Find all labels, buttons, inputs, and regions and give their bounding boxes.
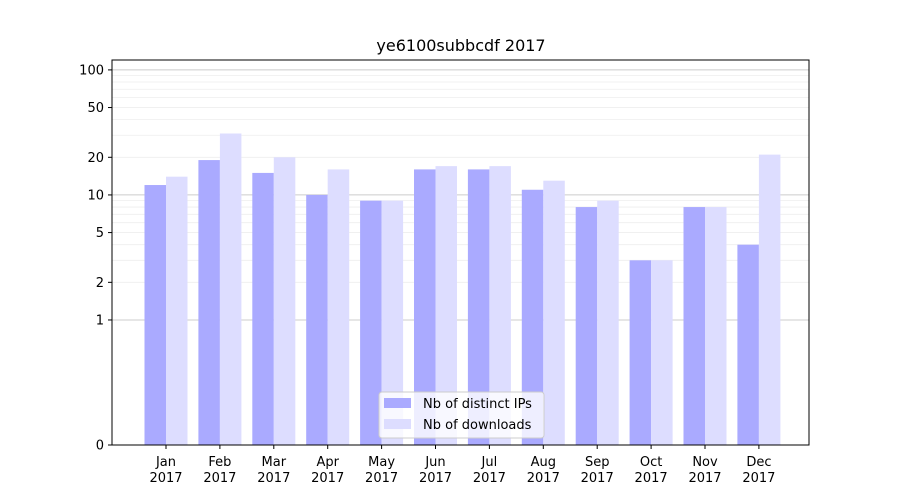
y-tick-label: 100 (79, 63, 104, 78)
bar-ips (521, 189, 544, 445)
y-tick-label: 5 (96, 226, 104, 241)
bar-ips (629, 260, 652, 445)
y-tick-label: 10 (87, 188, 104, 203)
x-tick-label-month: Dec (746, 455, 771, 470)
x-tick-label-year: 2017 (635, 471, 668, 486)
bar-ips (252, 172, 274, 445)
legend-swatch-ips (384, 398, 411, 408)
legend-label-ips: Nb of distinct IPs (423, 397, 532, 412)
x-tick-label-month: Feb (208, 455, 231, 470)
x-tick-label-year: 2017 (742, 471, 775, 486)
x-tick-label-month: Nov (692, 455, 718, 470)
bar-ips (144, 185, 166, 445)
x-tick-label-month: Mar (262, 455, 287, 470)
y-tick-label: 50 (87, 101, 104, 116)
x-tick-label-year: 2017 (311, 471, 344, 486)
x-tick-label-month: Apr (316, 455, 339, 470)
x-tick-label-year: 2017 (581, 471, 614, 486)
chart-title: ye6100subbcdf 2017 (376, 36, 545, 55)
x-tick-label-month: Aug (531, 455, 556, 470)
bar-ips (737, 244, 759, 445)
bar-ips (467, 169, 490, 445)
bar-downloads (489, 166, 511, 445)
legend: Nb of distinct IPs Nb of downloads (378, 391, 545, 439)
bar-ips (683, 207, 705, 445)
x-tick-label-month: Sep (585, 455, 610, 470)
x-tick-label-year: 2017 (257, 471, 290, 486)
bar-ips (360, 200, 382, 445)
legend-swatch-downloads (384, 419, 411, 429)
bar-downloads (758, 154, 781, 446)
legend-label-downloads: Nb of downloads (423, 418, 532, 433)
bar-ips (414, 169, 436, 445)
x-tick-label-year: 2017 (419, 471, 452, 486)
x-tick-label-month: Oct (640, 455, 662, 470)
y-axis: 0 1 2 5 10 20 50 100 (79, 63, 112, 454)
bar-downloads (327, 169, 350, 445)
bar-downloads (543, 180, 565, 445)
bars-layer (144, 133, 781, 446)
bar-ips (198, 160, 220, 445)
x-axis: Jan2017Feb2017Mar2017Apr2017May2017Jun20… (149, 445, 775, 486)
x-tick-label-month: May (368, 455, 395, 470)
bar-downloads (435, 166, 457, 445)
bar-ips (575, 207, 598, 445)
x-tick-label-year: 2017 (527, 471, 560, 486)
plot-frame (111, 59, 810, 446)
x-tick-label-month: Jul (481, 455, 498, 470)
bar-downloads (597, 200, 619, 445)
x-tick-label-month: Jun (424, 455, 445, 470)
bar-downloads (273, 157, 296, 445)
x-tick-label-month: Jan (155, 455, 176, 470)
bar-downloads (651, 260, 673, 445)
legend-box (378, 391, 545, 439)
x-tick-label-year: 2017 (688, 471, 721, 486)
x-tick-label-year: 2017 (473, 471, 506, 486)
bar-downloads (219, 133, 242, 445)
bar-downloads (705, 207, 727, 445)
y-tick-label: 20 (87, 151, 104, 166)
bar-downloads (166, 176, 188, 445)
bar-ips (306, 194, 328, 445)
y-tick-label: 0 (96, 439, 104, 454)
y-tick-label: 2 (96, 276, 104, 291)
x-tick-label-year: 2017 (149, 471, 182, 486)
bar-downloads (381, 200, 404, 445)
x-tick-label-year: 2017 (203, 471, 236, 486)
y-tick-label: 1 (96, 313, 104, 328)
x-tick-label-year: 2017 (365, 471, 398, 486)
